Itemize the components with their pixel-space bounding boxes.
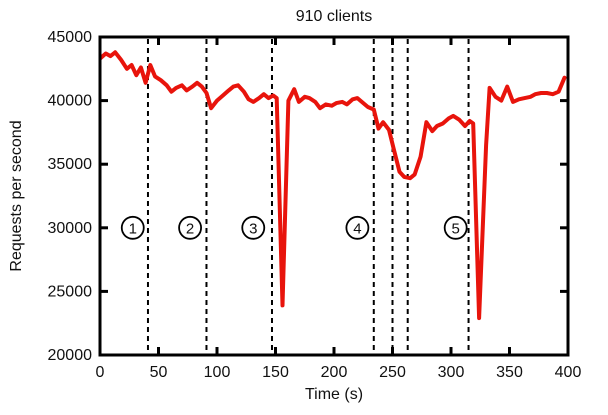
x-axis-label: Time (s) [305,386,363,403]
y-tick-label: 45000 [48,29,93,46]
y-tick-label: 40000 [48,93,93,110]
x-tick-label: 350 [496,364,523,381]
x-tick-label: 50 [150,364,168,381]
plot-area: 0 50 100 150 200 250 300 350 400 20000 25000 30000 3… [48,29,582,381]
annotation-circle [345,215,370,240]
y-tick-label: 30000 [48,220,93,237]
data-series-line [100,50,567,321]
x-tick-label: 200 [321,364,348,381]
annotation-circle [443,215,468,240]
chart-title: 910 clients [296,8,373,25]
annotation-label: 5 [452,220,460,237]
x-tick-label: 250 [379,364,406,381]
y-tick-label: 20000 [48,347,93,364]
annotation-circle [178,215,202,240]
x-tick-label: 100 [204,364,231,381]
annotation-circle [241,215,266,240]
annotation-label: 4 [353,220,361,237]
x-tick-label: 150 [262,364,289,381]
x-tick-label: 0 [96,364,105,381]
annotation-circle [120,215,145,240]
annotation-label: 2 [186,220,194,237]
y-tick-label: 35000 [48,156,93,173]
x-tick-label: 400 [555,364,582,381]
y-axis-label: Requests per second [8,120,25,271]
x-tick-label: 300 [438,364,465,381]
plot-frame [98,35,570,357]
annotation-label: 1 [129,220,137,237]
annotation-label: 3 [249,220,257,237]
y-tick-label: 25000 [48,283,93,300]
